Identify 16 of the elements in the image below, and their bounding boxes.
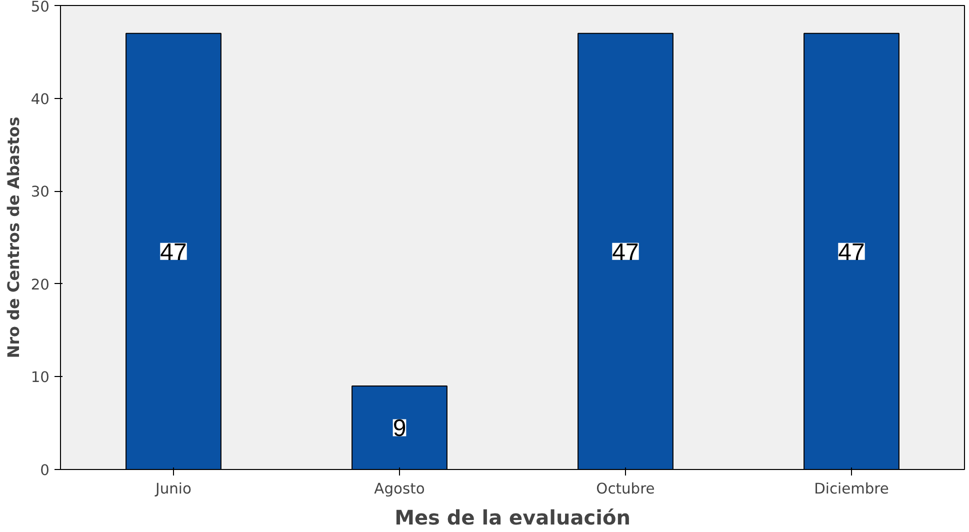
x-tick-label: Junio — [154, 480, 192, 498]
data-label: 47 — [612, 238, 639, 266]
y-tick-label: 20 — [30, 276, 50, 294]
y-tick-label: 0 — [40, 462, 50, 479]
data-label: 47 — [838, 238, 865, 266]
x-tick-label: Diciembre — [814, 480, 889, 498]
y-tick-label: 10 — [30, 369, 50, 386]
x-tick-label: Agosto — [374, 480, 425, 498]
data-label: 47 — [160, 238, 187, 266]
y-axis-title: Nro de Centros de Abastos — [4, 116, 23, 358]
x-tick-label: Octubre — [596, 480, 655, 498]
y-tick-label: 50 — [30, 0, 50, 16]
data-label: 9 — [392, 415, 406, 442]
y-tick-label: 30 — [30, 184, 50, 201]
x-axis-title: Mes de la evaluación — [394, 506, 630, 530]
y-tick-label: 40 — [30, 90, 50, 108]
